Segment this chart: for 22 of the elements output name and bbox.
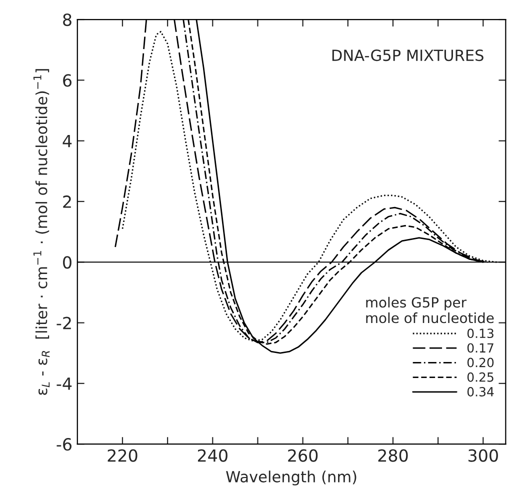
y-tick-label: 4: [62, 135, 72, 148]
legend-title: moles G5P per mole of nucleotide: [366, 296, 494, 324]
text: ε$_{L}$ - ε$_{R}$ [liter · cm$^{−1}$ · (mol of nucleotide)$^{−1}$]: [33, 69, 50, 395]
y-tick-label: -4: [56, 378, 72, 390]
legend-label: 0.34: [467, 386, 494, 396]
x-tick-label: 280: [378, 449, 408, 462]
y-tick-label: 0: [63, 256, 72, 269]
y-tick-label: 2: [63, 195, 71, 208]
x-tick-label: 300: [468, 449, 498, 462]
x-tick-label: 220: [108, 449, 138, 462]
text: DNA-G5P MIXTURES: [332, 50, 484, 62]
x-tick-label: 260: [288, 449, 318, 462]
y-tick-label: 8: [63, 13, 72, 26]
y-tick-label: -6: [56, 438, 72, 451]
x-tick-label: 240: [198, 449, 228, 462]
y-tick-label: -2: [56, 316, 71, 330]
y-tick-label: 6: [63, 74, 72, 87]
legend-label: 0.13: [467, 328, 494, 338]
legend-label: 0.25: [467, 372, 494, 382]
legend-label: 0.20: [467, 358, 494, 368]
legend-label: 0.17: [467, 343, 494, 353]
x-axis-title: Wavelength (nm): [226, 470, 356, 486]
